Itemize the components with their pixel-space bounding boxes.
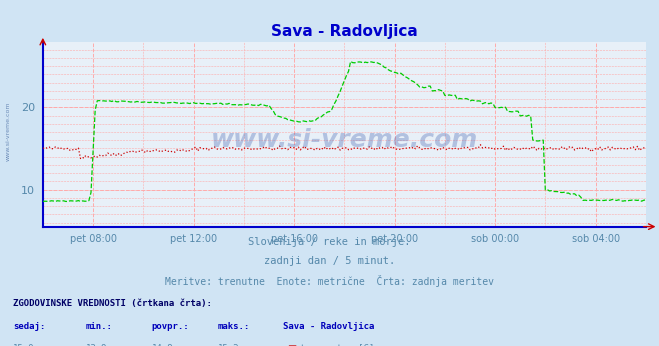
Text: min.:: min.: [86,322,113,331]
Text: 15,0: 15,0 [13,344,35,346]
Text: povpr.:: povpr.: [152,322,189,331]
Text: ZGODOVINSKE VREDNOSTI (črtkana črta):: ZGODOVINSKE VREDNOSTI (črtkana črta): [13,299,212,308]
Text: Meritve: trenutne  Enote: metrične  Črta: zadnja meritev: Meritve: trenutne Enote: metrične Črta: … [165,275,494,287]
Text: temperatura[C]: temperatura[C] [300,344,375,346]
Text: Sava - Radovljica: Sava - Radovljica [283,322,375,331]
Text: 15,2: 15,2 [217,344,239,346]
Text: 14,8: 14,8 [152,344,173,346]
Text: www.si-vreme.com: www.si-vreme.com [5,102,11,161]
Text: zadnji dan / 5 minut.: zadnji dan / 5 minut. [264,256,395,266]
Text: 13,9: 13,9 [86,344,107,346]
Text: ■: ■ [287,344,296,346]
Title: Sava - Radovljica: Sava - Radovljica [271,24,418,39]
Text: sedaj:: sedaj: [13,322,45,331]
Text: www.si-vreme.com: www.si-vreme.com [211,128,478,152]
Text: maks.:: maks.: [217,322,250,331]
Text: Slovenija / reke in morje.: Slovenija / reke in morje. [248,237,411,247]
